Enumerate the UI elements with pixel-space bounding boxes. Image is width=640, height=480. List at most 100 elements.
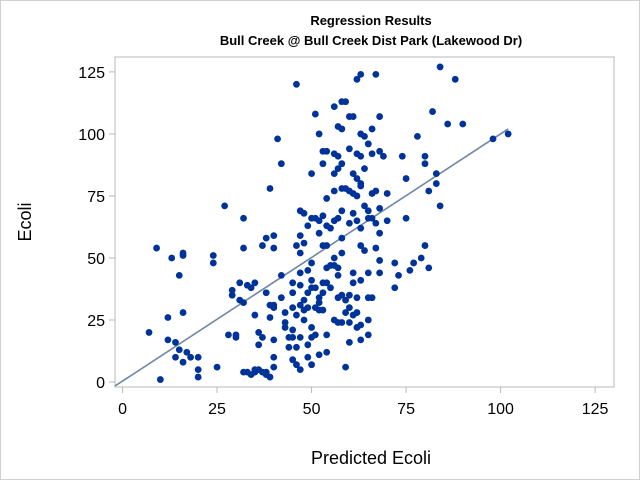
data-point (489, 135, 497, 143)
data-point (451, 75, 459, 83)
data-point (327, 284, 334, 292)
data-point (421, 160, 429, 168)
data-point (209, 259, 217, 267)
y-tick-label: 25 (87, 313, 105, 330)
data-point (308, 259, 315, 267)
plot-area-frame (114, 56, 615, 388)
data-point (175, 271, 183, 279)
data-point (179, 309, 187, 316)
data-point (168, 254, 176, 262)
data-point (296, 281, 304, 289)
data-point (315, 130, 323, 138)
data-point (345, 319, 353, 326)
data-point (145, 329, 153, 336)
data-point (270, 363, 278, 371)
x-tick-label: 25 (208, 401, 226, 418)
data-point (293, 80, 300, 88)
data-point (251, 311, 259, 319)
data-point (300, 209, 308, 217)
y-axis: 0 25 50 75 100 125 (78, 65, 115, 392)
data-point (289, 289, 297, 297)
y-tick-label: 75 (87, 189, 105, 206)
data-point (308, 324, 315, 331)
data-point (421, 242, 429, 249)
data-point (349, 269, 357, 277)
data-point (417, 254, 425, 262)
data-point (402, 214, 410, 222)
data-point (376, 257, 384, 264)
x-tick-label: 50 (303, 401, 321, 418)
data-point (289, 279, 297, 287)
data-point (304, 222, 312, 230)
data-point (251, 279, 259, 287)
data-point (323, 279, 331, 287)
data-point (213, 363, 221, 371)
data-point (349, 279, 357, 287)
data-point (262, 234, 270, 242)
data-point (372, 187, 380, 195)
y-tick-label: 0 (96, 375, 105, 392)
data-point (270, 232, 278, 240)
data-point (289, 326, 297, 334)
data-point (361, 202, 368, 210)
data-point (330, 187, 338, 195)
data-point (357, 242, 365, 249)
data-point (281, 319, 289, 326)
data-point (194, 373, 202, 381)
data-point (383, 217, 391, 225)
data-point (345, 219, 353, 227)
data-point (436, 202, 444, 210)
data-point (164, 314, 172, 321)
data-point (259, 242, 266, 249)
data-point (334, 165, 342, 173)
y-tick-label: 125 (78, 65, 105, 82)
data-point (179, 358, 187, 366)
data-point (338, 249, 346, 257)
data-point (398, 152, 406, 160)
data-point (357, 182, 365, 190)
data-point (296, 301, 304, 309)
data-point (372, 244, 380, 252)
data-point (232, 331, 240, 339)
data-point (357, 70, 365, 78)
data-point (323, 331, 331, 339)
x-tick-label: 100 (487, 401, 514, 418)
data-point (406, 266, 414, 274)
data-point (391, 259, 399, 267)
data-point (296, 249, 304, 257)
data-point (368, 150, 376, 158)
data-point (432, 180, 440, 187)
data-point (345, 291, 353, 299)
data-point (164, 336, 172, 344)
data-point (259, 333, 266, 341)
y-axis-label: Ecoli (15, 202, 35, 241)
data-point (444, 120, 452, 128)
data-point (349, 209, 357, 217)
data-point (357, 336, 365, 344)
data-point (304, 304, 312, 312)
data-point (368, 214, 376, 222)
data-point (319, 212, 327, 220)
data-point (304, 289, 312, 297)
data-point (315, 294, 323, 302)
data-point (270, 353, 278, 361)
data-points (145, 63, 512, 383)
data-point (281, 324, 289, 331)
data-point (338, 291, 346, 299)
data-point (342, 363, 349, 371)
data-point (432, 170, 440, 178)
data-point (277, 294, 285, 302)
data-point (402, 175, 410, 182)
data-point (361, 132, 368, 140)
data-point (308, 361, 315, 369)
data-point (383, 190, 391, 197)
data-point (274, 135, 281, 143)
data-point (459, 120, 467, 128)
data-point (357, 321, 365, 329)
data-point (323, 195, 331, 202)
data-point (353, 217, 361, 225)
data-point (266, 185, 274, 192)
data-point (319, 160, 327, 168)
data-point (368, 125, 376, 133)
data-point (304, 341, 312, 349)
